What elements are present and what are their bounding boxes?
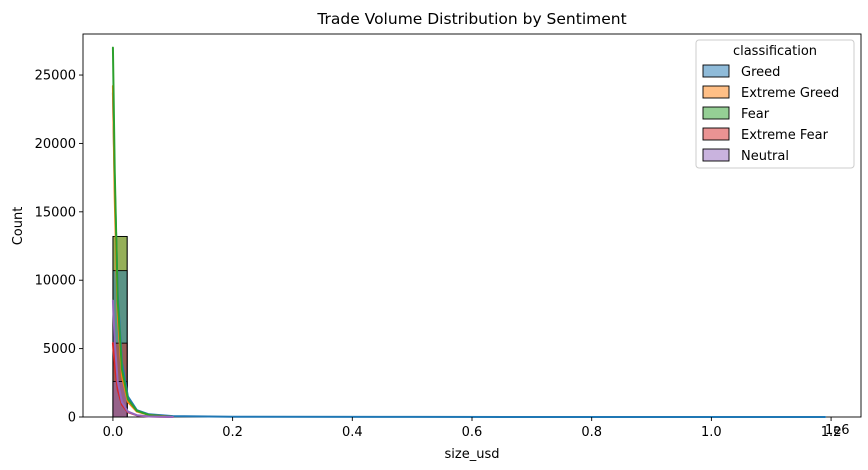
legend-label: Extreme Greed bbox=[741, 86, 839, 101]
y-axis-label: Count bbox=[11, 207, 26, 246]
x-tick-label: 0.4 bbox=[342, 425, 363, 440]
legend-frame bbox=[695, 39, 855, 169]
x-axis-label: size_usd bbox=[445, 447, 500, 462]
y-tick-label: 25000 bbox=[35, 69, 76, 84]
legend-swatch bbox=[702, 106, 730, 120]
kde-line-fear bbox=[111, 46, 174, 418]
legend-swatch bbox=[702, 127, 730, 141]
legend-label: Extreme Fear bbox=[741, 128, 829, 143]
x-axis: 0.0 0.2 0.4 0.6 0.8 1.0 1.2 bbox=[103, 417, 842, 440]
x-tick-label: 1.0 bbox=[701, 425, 722, 440]
legend-label: Neutral bbox=[741, 149, 789, 164]
x-tick-label: 1.2 bbox=[821, 425, 842, 440]
legend-swatch bbox=[702, 148, 730, 162]
y-axis: 0 5000 10000 15000 20000 25000 bbox=[35, 69, 83, 426]
x-tick-label: 0.8 bbox=[581, 425, 602, 440]
chart-title: Trade Volume Distribution by Sentiment bbox=[316, 10, 626, 28]
legend-swatch bbox=[702, 85, 730, 99]
legend-label: Greed bbox=[741, 65, 780, 80]
y-tick-label: 0 bbox=[68, 411, 76, 426]
kde-line-neutral bbox=[111, 299, 174, 418]
x-tick-label: 0.2 bbox=[222, 425, 243, 440]
legend-swatch bbox=[702, 64, 730, 78]
x-tick-label: 0.6 bbox=[462, 425, 483, 440]
y-tick-label: 5000 bbox=[43, 342, 76, 357]
legend-label: Fear bbox=[741, 107, 770, 122]
kde-layer bbox=[111, 46, 827, 418]
legend: classification Greed Extreme Greed Fear Ext… bbox=[695, 39, 855, 169]
y-tick-label: 20000 bbox=[35, 137, 76, 152]
x-offset-label: 1e6 bbox=[825, 423, 850, 438]
legend-title: classification bbox=[733, 44, 817, 59]
x-tick-label: 0.0 bbox=[103, 425, 124, 440]
y-tick-label: 10000 bbox=[35, 274, 76, 289]
y-tick-label: 15000 bbox=[35, 205, 76, 220]
